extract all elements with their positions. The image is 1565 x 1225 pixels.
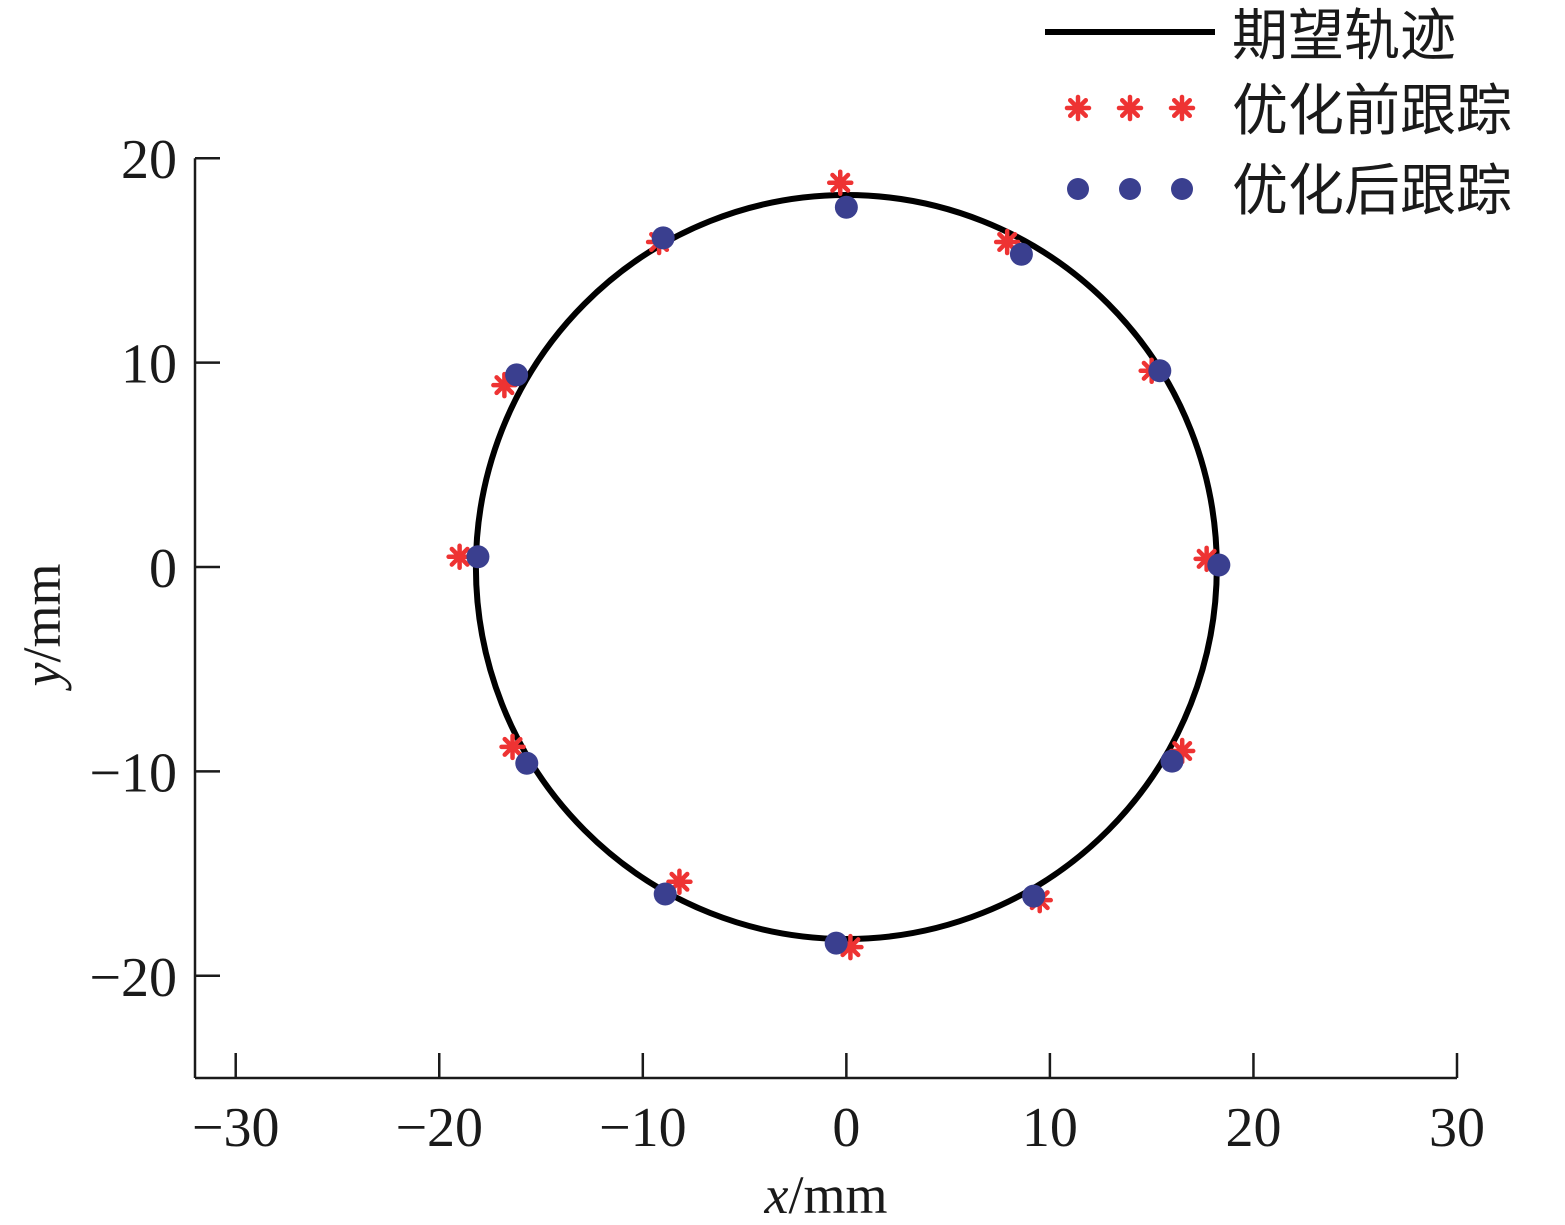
legend-marker-before	[1168, 94, 1196, 122]
x-axis-label-unit: /mm	[788, 1165, 887, 1225]
after-point	[824, 931, 848, 955]
before-point	[499, 733, 526, 761]
after-point	[651, 226, 675, 250]
y-axis-label: y/mm	[12, 564, 72, 692]
x-tick-label: 20	[1225, 1097, 1281, 1159]
after-point	[1009, 242, 1033, 266]
x-tick-label: −10	[599, 1097, 687, 1159]
x-tick-label: 0	[832, 1097, 860, 1159]
y-tick-label: −10	[89, 742, 177, 804]
legend-item-desired: 期望轨迹	[1045, 4, 1456, 69]
x-tick-label: 10	[1022, 1097, 1078, 1159]
before-point	[826, 169, 854, 196]
legend: 期望轨迹 优化前跟踪 优化后跟踪	[1045, 4, 1512, 224]
x-tick-label: −30	[192, 1097, 280, 1159]
x-axis-label: x/mm	[764, 1165, 888, 1225]
legend-marker-after	[1119, 178, 1141, 200]
legend-label-after: 优化后跟踪	[1232, 159, 1512, 224]
plot-area	[446, 169, 1231, 961]
legend-marker-before	[1064, 94, 1092, 122]
legend-marker-after	[1171, 178, 1193, 200]
y-tick-label: 0	[149, 538, 177, 600]
y-tick-label: −20	[89, 947, 177, 1009]
y-tick-label: 10	[121, 334, 177, 396]
after-point	[1022, 884, 1046, 908]
legend-label-before: 优化前跟踪	[1232, 79, 1512, 144]
after-point	[834, 195, 858, 219]
axes: −30 −20 −10 0 10 20 30 −20 −10 0 10 20	[89, 129, 1485, 1159]
x-tick-label: −20	[395, 1097, 483, 1159]
legend-label-desired: 期望轨迹	[1232, 4, 1456, 69]
after-point	[466, 545, 490, 569]
desired-trajectory	[472, 192, 1220, 943]
legend-marker-before	[1116, 94, 1144, 122]
after-point	[515, 751, 539, 775]
y-tick-label: 20	[121, 129, 177, 191]
legend-item-after: 优化后跟踪	[1067, 159, 1512, 224]
legend-item-before: 优化前跟踪	[1064, 79, 1512, 144]
x-tick-label: 30	[1429, 1097, 1485, 1159]
after-point	[1148, 359, 1172, 383]
before-point	[446, 543, 473, 571]
after-point	[1160, 749, 1184, 773]
after-point	[653, 882, 677, 906]
after-point	[505, 363, 529, 387]
after-point	[1207, 553, 1231, 577]
y-axis-label-unit: /mm	[12, 564, 72, 663]
y-axis-label-var: y	[12, 662, 72, 691]
x-axis-label-var: x	[764, 1165, 789, 1225]
legend-marker-after	[1067, 178, 1089, 200]
